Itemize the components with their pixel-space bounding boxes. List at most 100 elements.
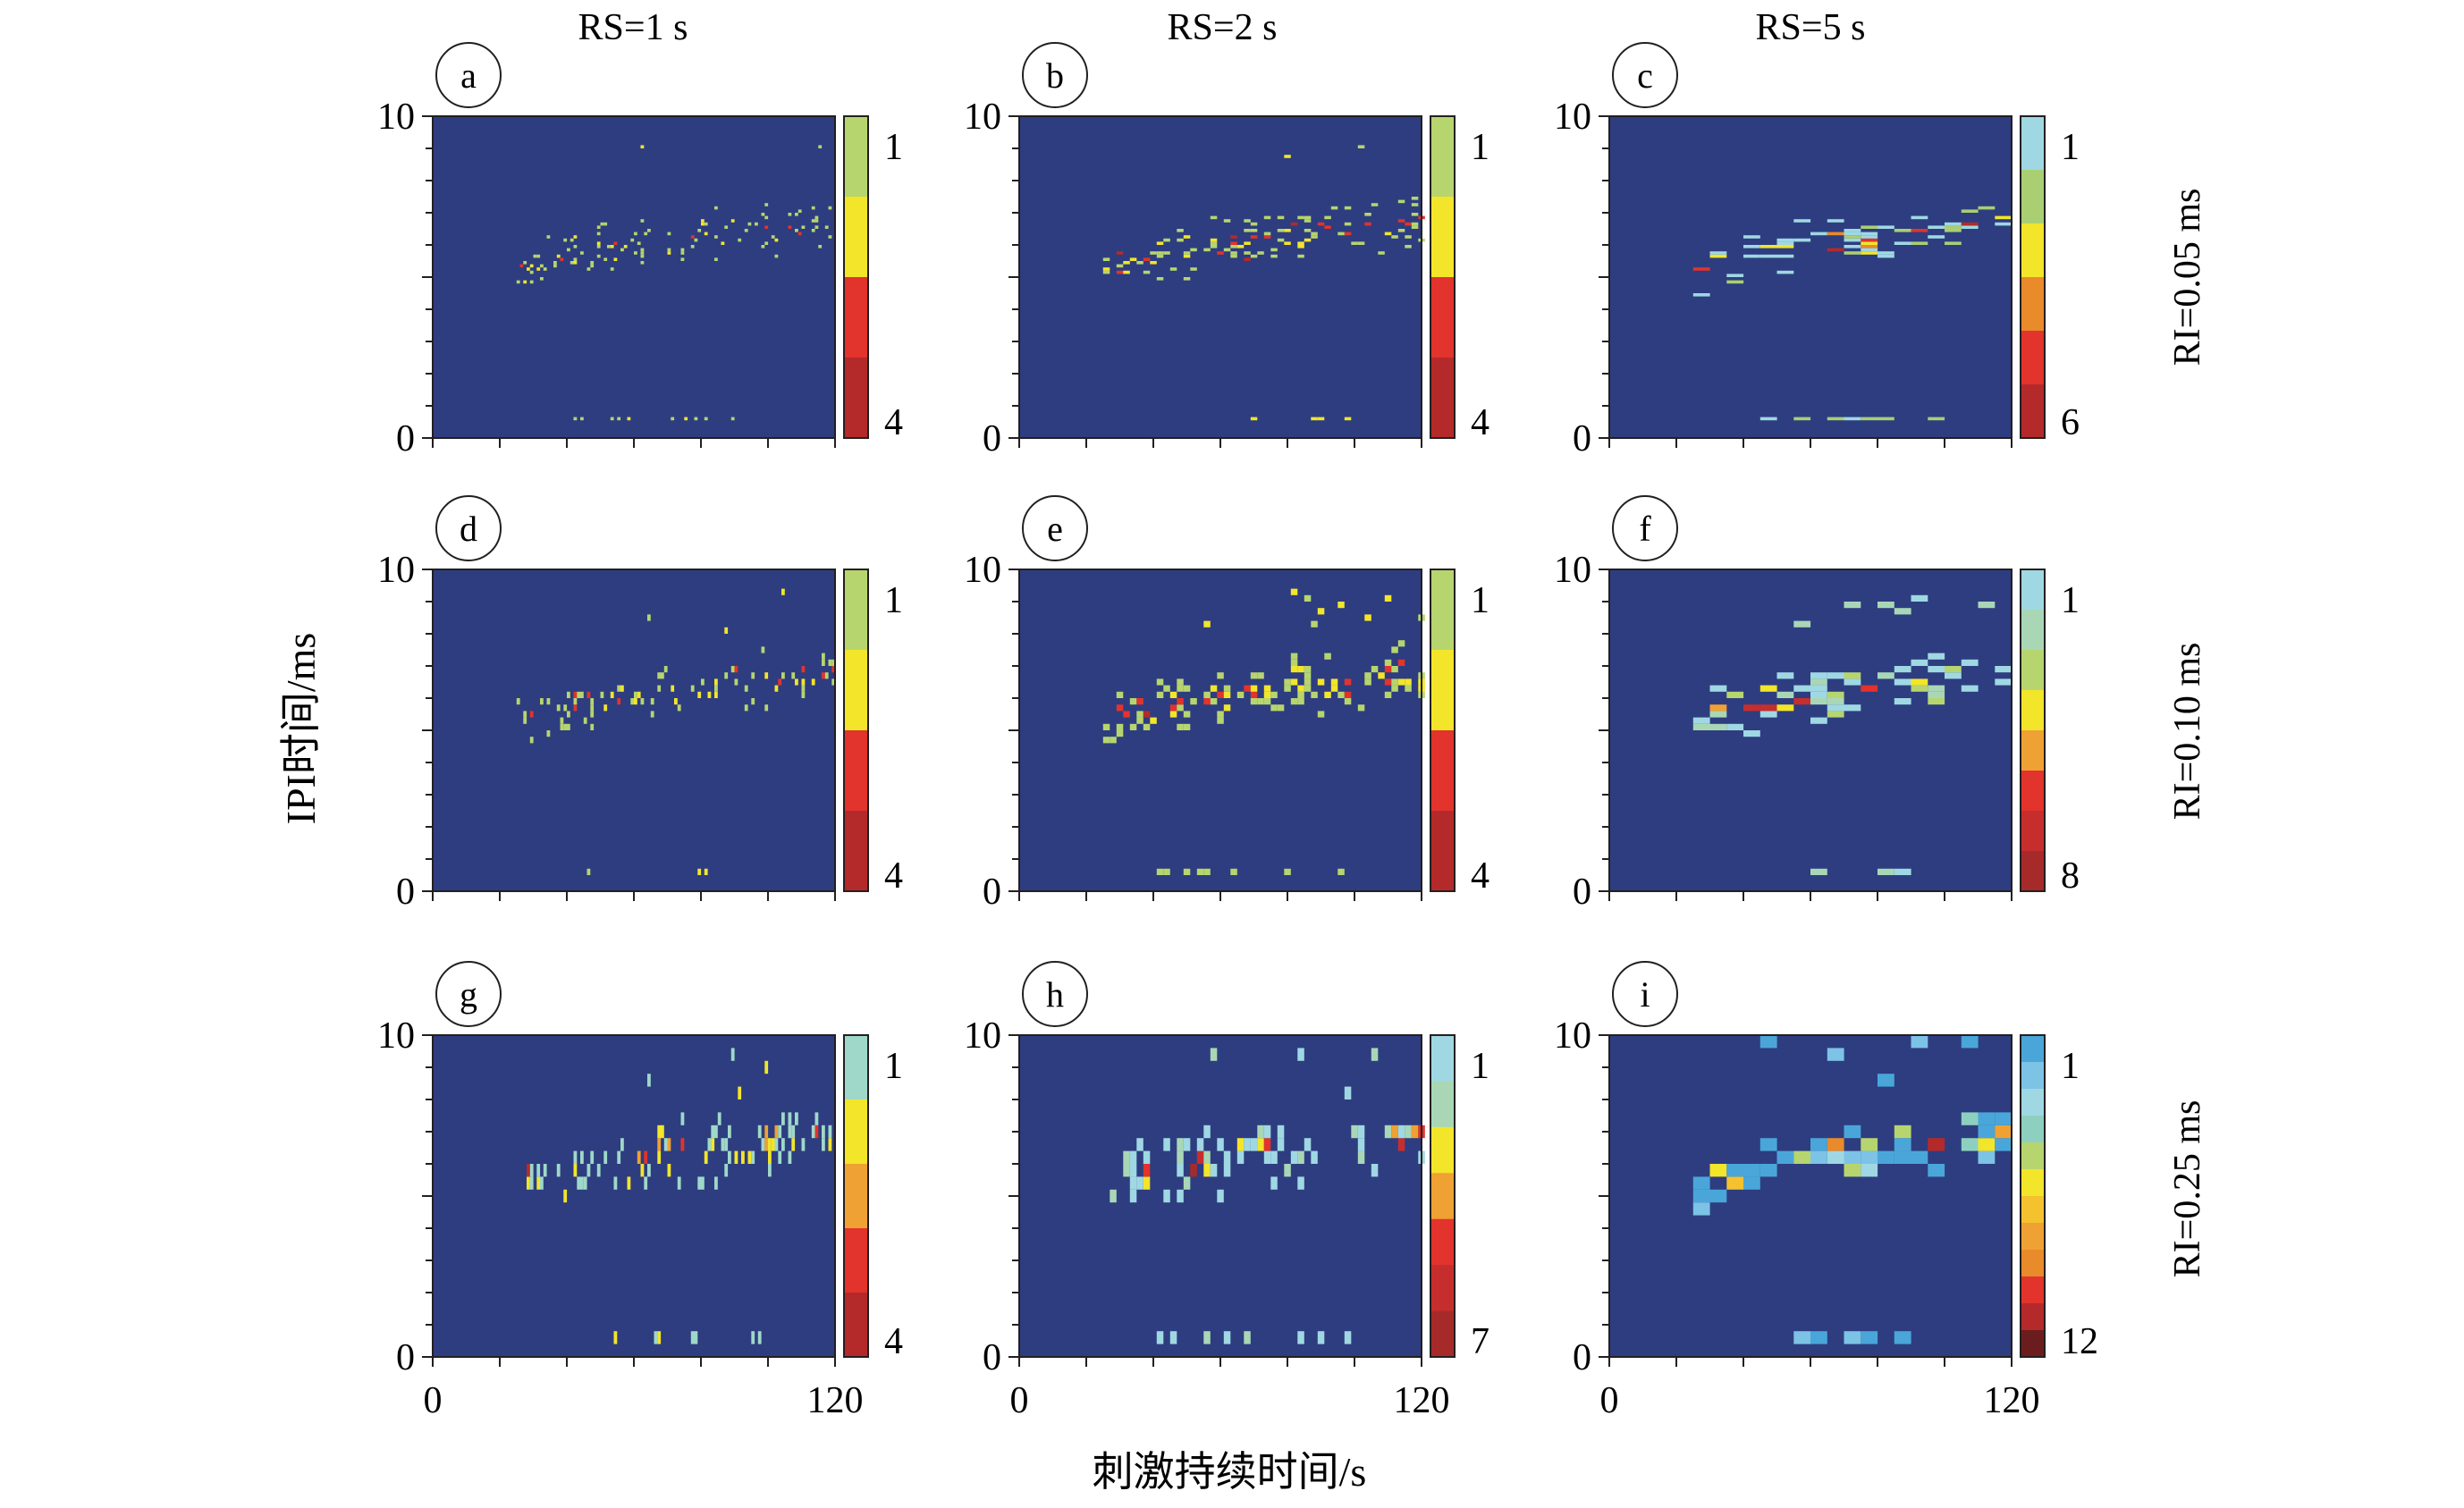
heatmap-cell xyxy=(1928,235,1945,239)
heatmap-cell xyxy=(791,1125,796,1139)
heatmap-cell xyxy=(1123,270,1130,274)
heatmap-cell xyxy=(1263,1150,1271,1164)
heatmap-cell xyxy=(738,1086,742,1099)
heatmap-cell xyxy=(1177,1189,1184,1203)
heatmap-cell xyxy=(694,417,698,421)
heatmap-cell xyxy=(1344,698,1352,705)
heatmap-cell xyxy=(1371,203,1379,206)
heatmap-cell xyxy=(590,264,595,268)
heatmap-cell xyxy=(1844,417,1861,421)
heatmap-cell xyxy=(1177,698,1184,705)
heatmap-cell xyxy=(1411,222,1419,226)
axis-ticks xyxy=(1599,569,2013,901)
heatmap-cell xyxy=(610,267,614,271)
y-tick-label-bottom: 0 xyxy=(1573,418,1591,459)
heatmap-cell xyxy=(764,704,769,712)
heatmap-cell xyxy=(728,1125,731,1139)
heatmap-cell xyxy=(1297,1048,1304,1061)
panel-label: d xyxy=(460,509,477,549)
heatmap-cell xyxy=(1692,267,1710,271)
heatmap-cell xyxy=(734,666,738,673)
colorbar-label-min: 1 xyxy=(1471,1046,1489,1087)
axis-ticks xyxy=(1008,1034,1422,1367)
heatmap-cell xyxy=(1844,678,1861,686)
heatmap-cell xyxy=(704,232,708,236)
heatmap-cell xyxy=(1945,672,1962,679)
heatmap-cell xyxy=(583,717,587,724)
y-tick-label-bottom: 0 xyxy=(396,1337,415,1378)
heatmap-cell xyxy=(1911,594,1928,602)
heatmap-cell xyxy=(690,235,695,239)
heatmap-cell xyxy=(1230,868,1237,875)
panel-label: b xyxy=(1046,55,1064,96)
heatmap-cell xyxy=(781,1138,785,1151)
heatmap-cell xyxy=(822,1125,825,1139)
heatmap-cell xyxy=(1827,698,1844,705)
y-tick-label-top: 10 xyxy=(964,1015,1001,1057)
heatmap-cell xyxy=(1894,1138,1911,1151)
heatmap-cell xyxy=(1726,1176,1744,1190)
heatmap-cell xyxy=(536,1164,541,1177)
heatmap-cell xyxy=(620,685,624,692)
heatmap-cell xyxy=(523,261,527,265)
heatmap-cells xyxy=(1692,1035,2013,1344)
heatmap-cell xyxy=(757,1331,762,1344)
colorbar-segment xyxy=(844,197,868,278)
heatmap-cell xyxy=(701,219,705,223)
colorbar: 14 xyxy=(843,569,903,897)
heatmap-cell xyxy=(814,215,819,220)
heatmap-cell xyxy=(811,678,815,686)
heatmap-cell xyxy=(1284,678,1291,686)
heatmap-cell xyxy=(701,222,705,226)
heatmap-cell xyxy=(714,1176,718,1190)
heatmap-cell xyxy=(1810,691,1827,698)
heatmap-cell xyxy=(694,1331,698,1344)
heatmap-cell xyxy=(811,1125,815,1139)
heatmap-cell xyxy=(1203,248,1211,252)
heatmap-cell xyxy=(818,145,823,148)
heatmap-cell xyxy=(828,235,832,239)
heatmap-cell xyxy=(573,1164,578,1177)
heatmap-cell xyxy=(1810,672,1827,679)
heatmap-cell xyxy=(1861,225,1878,229)
heatmap-cell xyxy=(1143,1164,1151,1177)
heatmap-cell xyxy=(814,1125,819,1139)
heatmap-cell xyxy=(603,222,608,226)
heatmap-cell xyxy=(761,646,765,653)
heatmap-cell xyxy=(1304,685,1312,692)
heatmap-cell xyxy=(1397,1125,1405,1139)
heatmap-cell xyxy=(1344,1331,1352,1344)
heatmap-cell xyxy=(1250,229,1258,232)
heatmap-cell xyxy=(1250,685,1258,692)
heatmap-cell xyxy=(536,1176,541,1190)
colorbar-segment xyxy=(2021,277,2045,332)
heatmap-cell xyxy=(1304,229,1312,232)
heatmap-cell xyxy=(1961,659,1979,666)
colorbar-segment xyxy=(1430,1310,1455,1358)
heatmap-cell xyxy=(1223,704,1231,712)
heatmap-cell xyxy=(1324,225,1331,229)
heatmap-cell xyxy=(613,257,618,261)
heatmap-cell xyxy=(1156,241,1164,245)
heatmap-cell xyxy=(596,254,601,258)
heatmap-cell xyxy=(1844,704,1861,712)
heatmap-cell xyxy=(697,868,702,875)
heatmap-cell xyxy=(1304,238,1312,242)
heatmap-cell xyxy=(1263,232,1271,236)
heatmap-cell xyxy=(1344,691,1352,698)
heatmap-cell xyxy=(822,672,825,679)
heatmap-cell xyxy=(1244,251,1251,255)
axis-ticks xyxy=(1599,115,2013,448)
colorbar-label-min: 1 xyxy=(1471,580,1489,621)
colorbar-label-max: 4 xyxy=(1471,855,1489,897)
heatmap-cell xyxy=(1177,229,1184,232)
heatmap-cell xyxy=(637,691,641,698)
heatmap-cell xyxy=(1928,698,1945,705)
heatmap-cell xyxy=(768,1138,772,1151)
heatmap-cell xyxy=(1223,1150,1231,1164)
y-tick-label-bottom: 0 xyxy=(983,1337,1001,1378)
heatmap-cell xyxy=(1397,229,1405,232)
heatmap-cell xyxy=(1156,691,1164,698)
x-tick-label-left: 0 xyxy=(1600,1380,1619,1421)
